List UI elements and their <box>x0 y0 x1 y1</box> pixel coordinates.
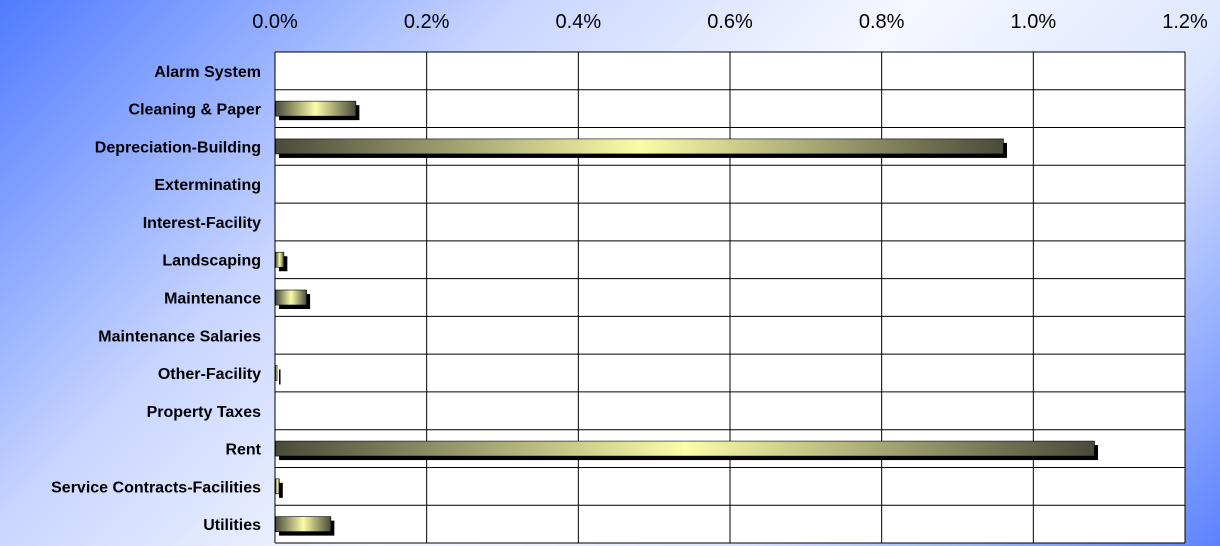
x-tick-label: 0.0% <box>252 11 298 33</box>
category-label: Rent <box>225 442 261 459</box>
bar <box>275 251 285 268</box>
category-label: Landscaping <box>162 253 261 270</box>
category-label: Interest-Facility <box>143 215 261 232</box>
category-label: Maintenance <box>164 291 261 308</box>
category-label: Other-Facility <box>158 366 261 383</box>
x-axis-ticks: 0.0% 0.2% 0.4% 0.6% 0.8% 1.0% 1.2% <box>252 11 1208 33</box>
bar <box>275 138 1004 155</box>
bar-shadow <box>279 369 281 385</box>
bar <box>275 516 332 532</box>
bars <box>275 100 1098 536</box>
category-label: Maintenance Salaries <box>98 328 261 345</box>
x-tick-label: 0.6% <box>707 11 753 33</box>
x-tick-label: 0.8% <box>859 11 905 33</box>
bar <box>275 289 307 306</box>
category-label: Service Contracts-Facilities <box>51 479 261 496</box>
category-label: Cleaning & Paper <box>129 102 261 119</box>
category-label: Depreciation-Building <box>95 139 261 156</box>
x-tick-label: 0.2% <box>404 11 450 33</box>
x-tick-label: 1.0% <box>1011 11 1057 33</box>
category-label: Utilities <box>203 517 261 534</box>
bar-shadow <box>279 482 283 498</box>
x-tick-label: 0.4% <box>556 11 602 33</box>
bar <box>275 100 357 117</box>
bar <box>275 478 280 495</box>
category-label: Alarm System <box>154 64 261 81</box>
bar <box>275 440 1095 457</box>
bar <box>275 365 278 381</box>
category-labels: Alarm System Cleaning & Paper Depreciation… <box>51 64 262 534</box>
category-label: Property Taxes <box>147 404 262 421</box>
gridlines <box>274 51 1186 544</box>
x-tick-label: 1.2% <box>1162 11 1208 33</box>
category-label: Exterminating <box>154 177 261 194</box>
